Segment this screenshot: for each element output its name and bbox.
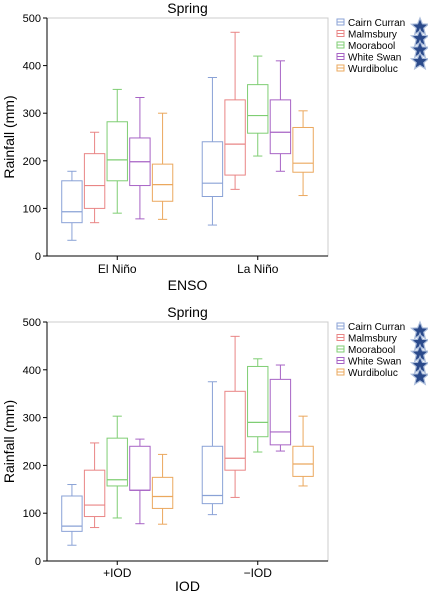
legend-label: White Swan <box>348 357 401 368</box>
box-cairn-curran-2 <box>201 381 224 516</box>
box-moorabool-1 <box>106 88 128 214</box>
box-body <box>129 445 151 491</box>
box-body <box>61 180 83 224</box>
series-moorabool <box>106 55 269 214</box>
box-moorabool-2 <box>247 55 269 157</box>
series-cairn-curran <box>61 77 224 241</box>
y-tick-label: 400 <box>23 365 41 377</box>
box-white-swan-2 <box>269 364 292 452</box>
box-wurdiboluc-1 <box>151 453 174 525</box>
box-body <box>83 469 106 518</box>
star-icon <box>409 50 428 71</box>
box-body <box>292 445 314 477</box>
legend-label: Cairn Curran <box>348 18 405 29</box>
chart-panel-1: Spring 0 100 200 300 400 500 Rainfall (mm) El Ni… <box>1 0 428 293</box>
y-axis-label: Rainfall (mm) <box>1 95 17 178</box>
x-axis-label: IOD <box>175 578 200 592</box>
series-wurdiboluc <box>151 110 314 220</box>
y-tick-label: 100 <box>23 203 41 215</box>
box-body <box>224 390 246 471</box>
box-cairn-curran-1 <box>61 170 83 241</box>
y-tick-label: 400 <box>23 61 41 73</box>
y-axis-label: Rainfall (mm) <box>1 400 17 483</box>
y-tick-label: 0 <box>35 251 41 263</box>
legend-label: Moorabool <box>348 41 395 52</box>
box-malmsbury-1 <box>83 442 106 529</box>
series-white-swan <box>129 364 292 525</box>
box-malmsbury-2 <box>224 31 246 190</box>
series-white-swan <box>129 60 292 220</box>
legend-label: Cairn Curran <box>348 322 405 333</box>
series-cairn-curran <box>61 381 224 546</box>
box-body <box>224 99 246 176</box>
y-tick-label: 100 <box>23 508 41 520</box>
y-tick-label: 500 <box>23 317 41 329</box>
box-cairn-curran-1 <box>61 484 83 546</box>
series-wurdiboluc <box>151 415 314 525</box>
y-tick-label: 200 <box>23 156 41 168</box>
y-tick-label: 0 <box>35 556 41 568</box>
box-wurdiboluc-2 <box>292 415 314 487</box>
legend-label: White Swan <box>348 53 401 64</box>
box-body <box>61 495 83 532</box>
box-body <box>106 121 128 182</box>
box-body <box>201 445 224 505</box>
chart-panel-2: Spring 0 100 200 300 400 500 Rainfall (mm) +IOD −… <box>1 304 428 594</box>
box-body <box>83 153 106 209</box>
legend-label: Wurdiboluc <box>348 368 398 379</box>
series-malmsbury <box>83 335 246 529</box>
box-white-swan-1 <box>129 438 151 525</box>
box-malmsbury-1 <box>83 131 106 224</box>
x-tick-label: +IOD <box>103 566 132 580</box>
box-body <box>269 99 292 155</box>
y-tick-label: 300 <box>23 108 41 120</box>
x-tick-label: −IOD <box>244 566 273 580</box>
box-body <box>247 84 269 134</box>
y-tick-label: 500 <box>23 13 41 25</box>
star-icon <box>409 366 428 386</box>
box-body <box>151 476 174 509</box>
box-wurdiboluc-2 <box>292 110 314 197</box>
box-body <box>269 378 292 446</box>
box-body <box>247 365 269 438</box>
box-white-swan-2 <box>269 60 292 172</box>
box-moorabool-2 <box>247 358 269 453</box>
legend-label: Malmsbury <box>348 334 397 345</box>
box-malmsbury-2 <box>224 335 246 498</box>
x-tick-label: La Niño <box>237 262 279 276</box>
box-white-swan-1 <box>129 96 151 220</box>
box-body <box>201 141 224 197</box>
chart-title: Spring <box>167 0 207 16</box>
chart-title: Spring <box>167 304 207 320</box>
y-tick-label: 200 <box>23 460 41 472</box>
box-body <box>106 437 128 487</box>
series-moorabool <box>106 358 269 519</box>
legend-label: Wurdiboluc <box>348 64 398 75</box>
box-wurdiboluc-1 <box>151 112 174 220</box>
box-body <box>151 163 174 202</box>
legend-label: Malmsbury <box>348 30 397 41</box>
y-tick-label: 300 <box>23 413 41 425</box>
series-malmsbury <box>83 31 246 224</box>
box-cairn-curran-2 <box>201 77 224 226</box>
box-moorabool-1 <box>106 415 128 519</box>
x-tick-label: El Niño <box>98 262 137 276</box>
x-axis-label: ENSO <box>168 277 208 293</box>
legend-label: Moorabool <box>348 345 395 356</box>
box-body <box>292 126 314 173</box>
